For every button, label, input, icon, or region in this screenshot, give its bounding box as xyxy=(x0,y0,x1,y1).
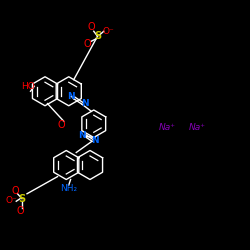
Text: N: N xyxy=(81,98,89,108)
Text: O: O xyxy=(11,186,19,196)
Text: N: N xyxy=(68,92,75,101)
Text: S: S xyxy=(18,194,26,204)
Text: O⁻: O⁻ xyxy=(6,196,17,205)
Text: HO: HO xyxy=(21,82,35,91)
Text: O⁻: O⁻ xyxy=(103,27,115,36)
Text: O: O xyxy=(88,22,95,32)
Text: O: O xyxy=(58,120,65,130)
Text: Na⁺: Na⁺ xyxy=(189,123,206,132)
Text: Na⁺: Na⁺ xyxy=(159,123,176,132)
Text: N: N xyxy=(78,130,85,140)
Text: O: O xyxy=(17,206,24,216)
Text: O: O xyxy=(84,39,91,49)
Text: N: N xyxy=(91,136,99,145)
Text: S: S xyxy=(94,31,101,41)
Text: NH₂: NH₂ xyxy=(60,184,77,193)
